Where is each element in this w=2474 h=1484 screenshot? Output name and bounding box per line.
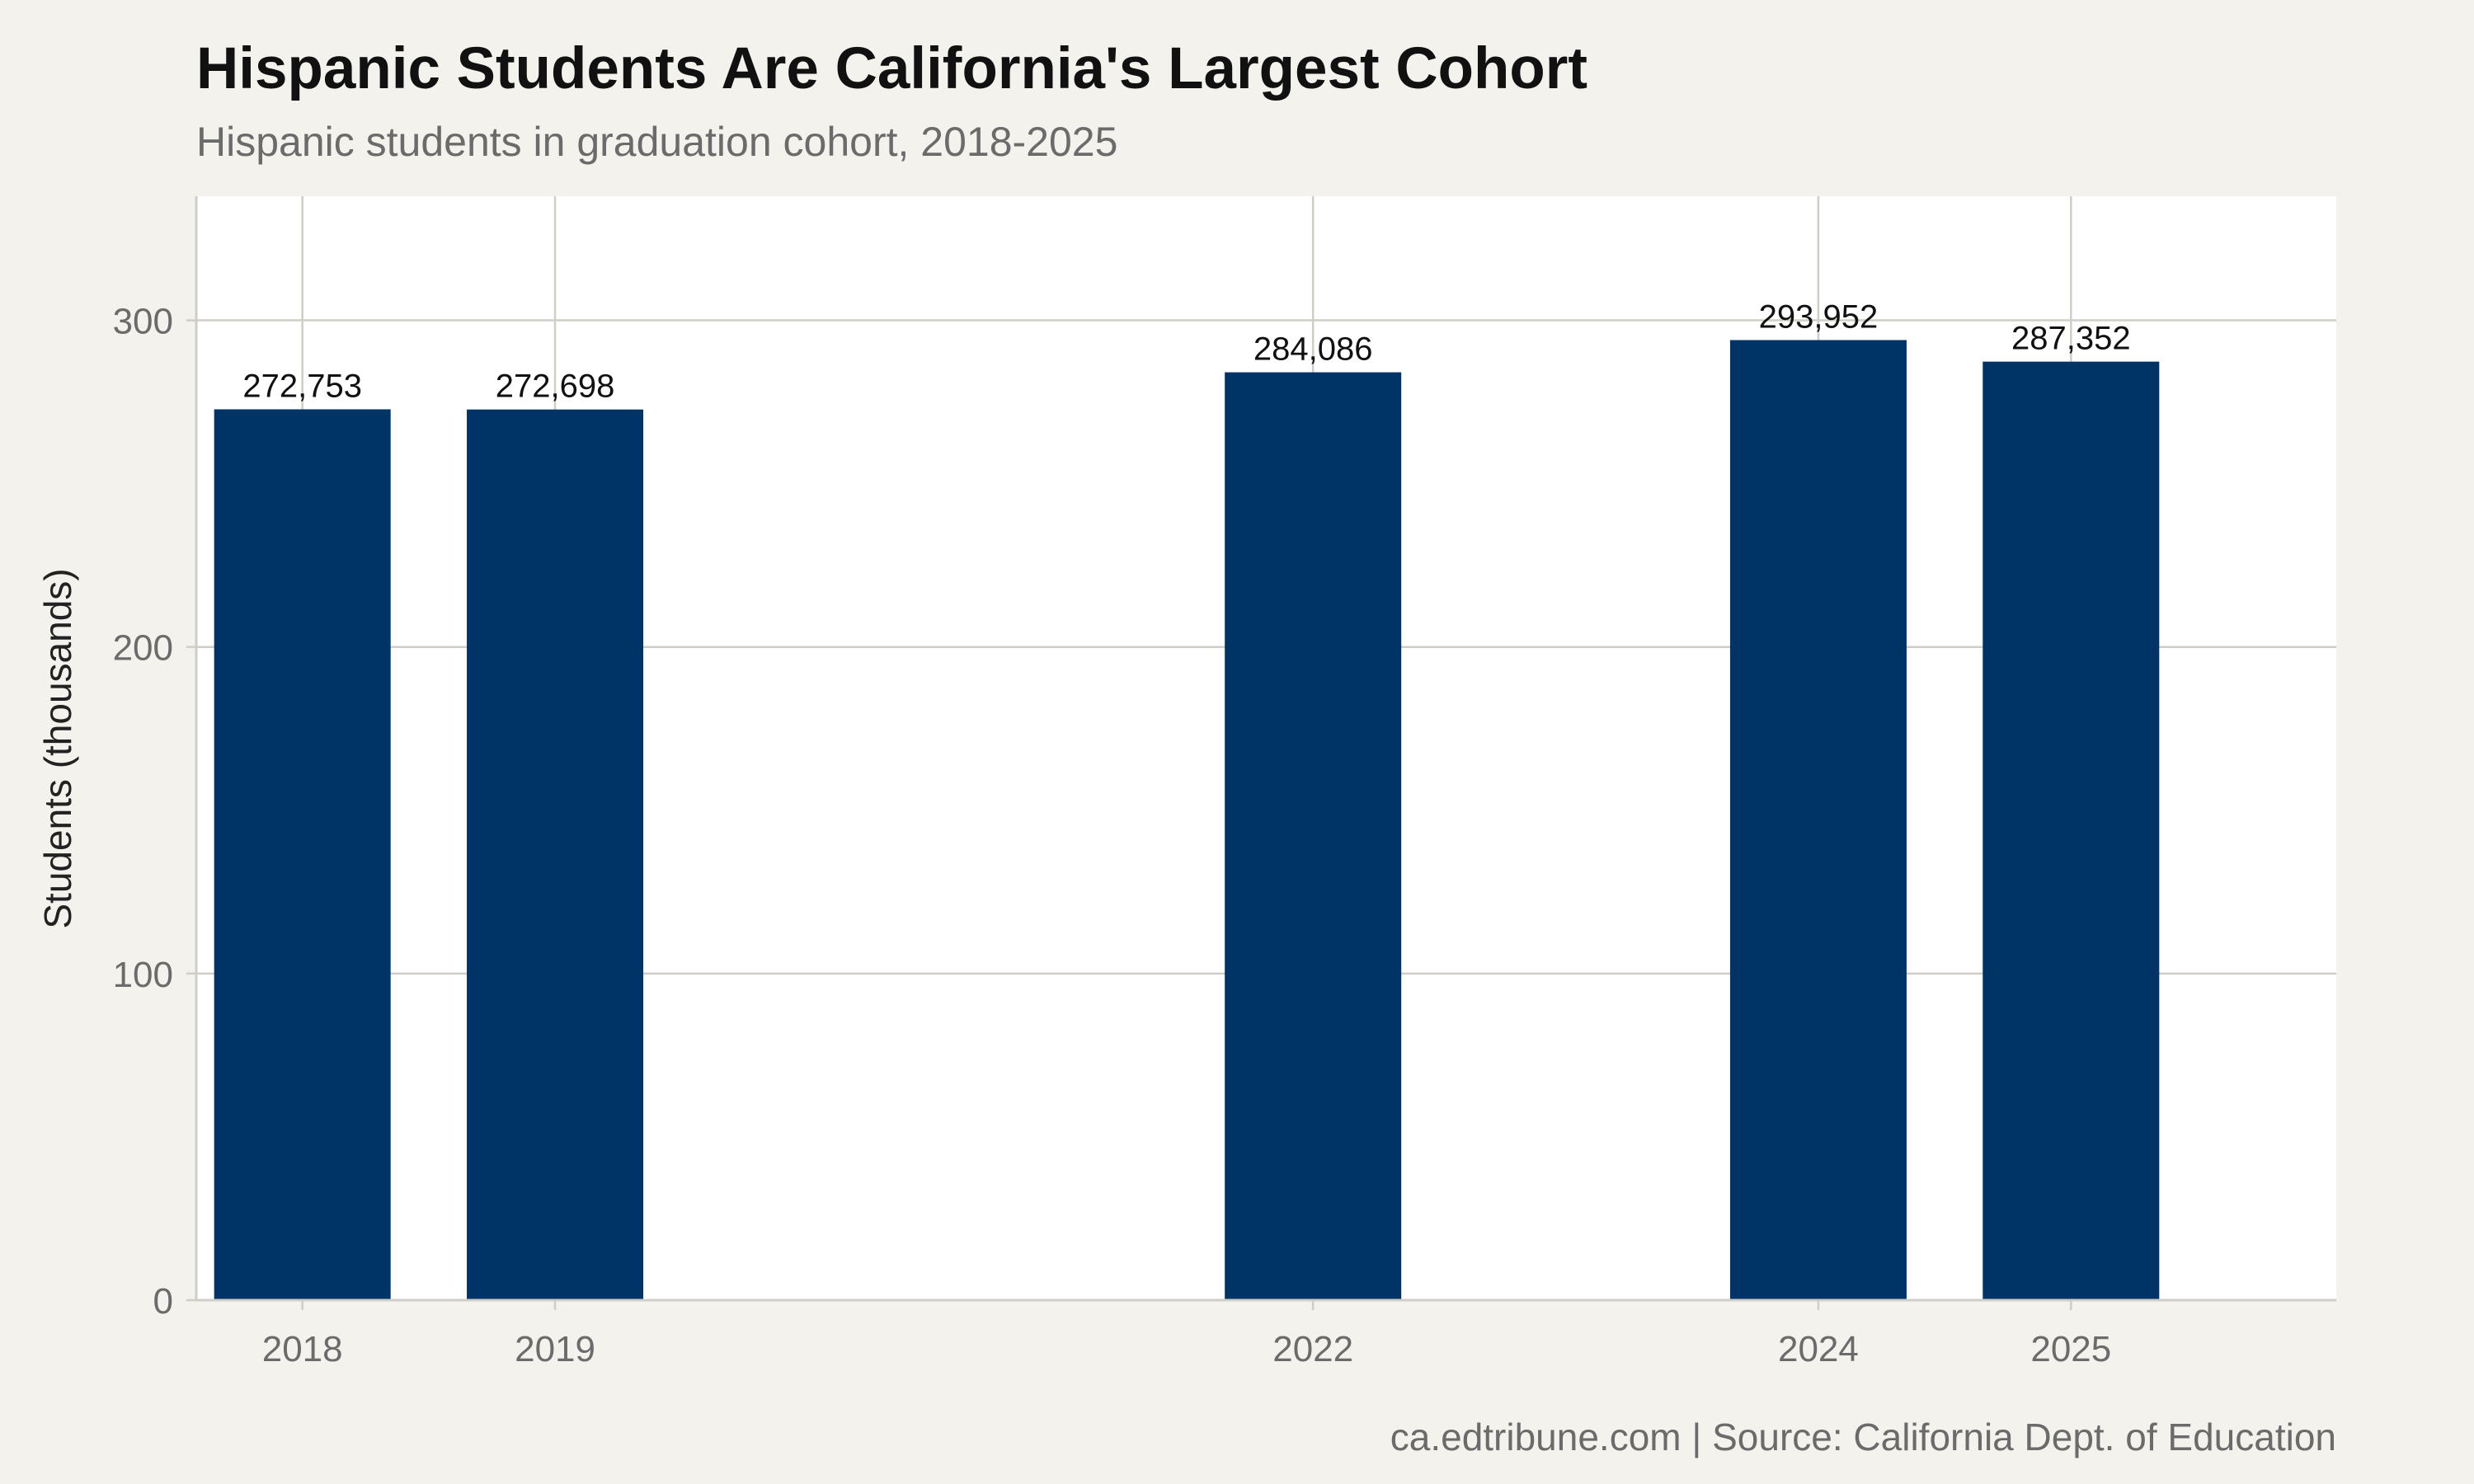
- label-layer: 272,753 272,698 284,086 293,952 287,352: [242, 298, 2130, 404]
- x-tick-label: 2025: [2030, 1329, 2111, 1369]
- bar-value-label: 287,352: [2011, 321, 2131, 357]
- y-tick-label: 200: [113, 628, 173, 669]
- y-tick-label: 0: [153, 1281, 173, 1322]
- axis-layer: 0 100 200 300 2018 2019 2022 2024 2025: [113, 196, 2336, 1369]
- y-axis-title: Students (thousands): [36, 568, 79, 928]
- x-tick-label: 2018: [262, 1329, 343, 1369]
- x-tick-label: 2024: [1778, 1329, 1859, 1369]
- bar-2024: [1729, 340, 1907, 1301]
- bar-2018: [214, 409, 391, 1300]
- bar-value-label: 272,698: [496, 369, 615, 405]
- y-tick-label: 300: [113, 302, 173, 342]
- y-tick-label: 100: [113, 955, 173, 995]
- chart-subtitle: Hispanic students in graduation cohort, …: [196, 119, 1117, 165]
- bar-value-label: 284,086: [1253, 331, 1373, 368]
- x-tick-label: 2019: [515, 1329, 595, 1369]
- bar-2025: [1982, 361, 2160, 1300]
- x-tick-label: 2022: [1272, 1329, 1353, 1369]
- bar-value-label: 272,753: [242, 368, 362, 404]
- chart-title: Hispanic Students Are California's Large…: [196, 36, 1587, 101]
- bar-2019: [467, 409, 644, 1300]
- chart-caption: ca.edtribune.com | Source: California De…: [1390, 1416, 2336, 1458]
- bar-value-label: 293,952: [1759, 298, 1879, 335]
- bar-layer: [214, 340, 2160, 1301]
- bar-2022: [1225, 372, 1402, 1300]
